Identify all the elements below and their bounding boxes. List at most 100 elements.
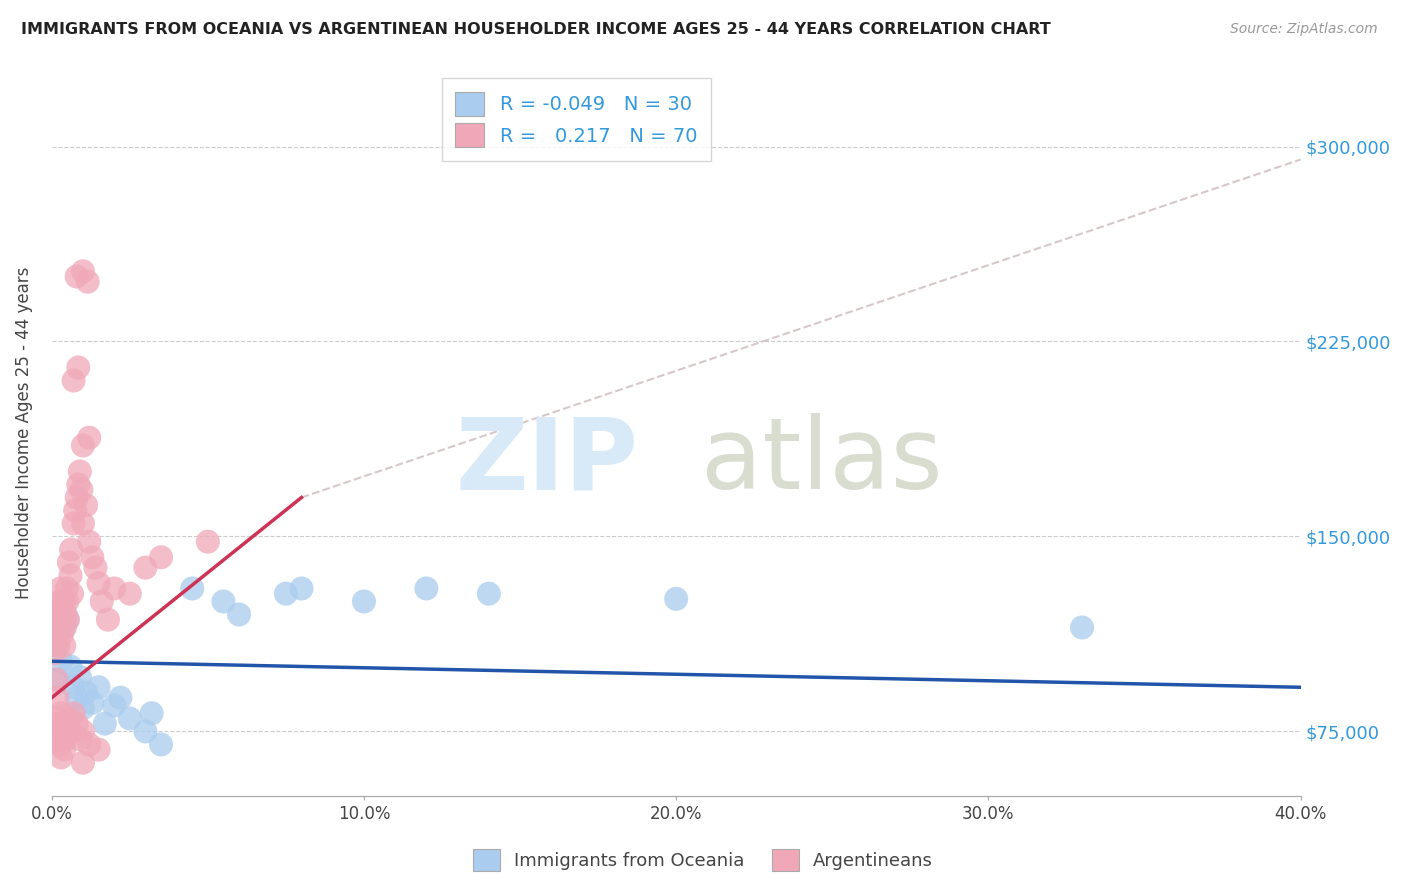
Point	[103, 582, 125, 596]
Point	[69, 465, 91, 479]
Point	[62, 706, 84, 721]
Text: ZIP: ZIP	[456, 413, 638, 510]
Point	[228, 607, 250, 622]
Point	[48, 738, 70, 752]
Point	[58, 556, 80, 570]
Text: atlas: atlas	[702, 413, 943, 510]
Point	[46, 673, 69, 687]
Point	[62, 516, 84, 531]
Point	[55, 732, 77, 747]
Point	[274, 587, 297, 601]
Point	[82, 550, 104, 565]
Point	[45, 673, 67, 687]
Point	[134, 724, 156, 739]
Legend: R = -0.049   N = 30, R =   0.217   N = 70: R = -0.049 N = 30, R = 0.217 N = 70	[441, 78, 711, 161]
Point	[82, 696, 104, 710]
Point	[69, 670, 91, 684]
Point	[59, 568, 82, 582]
Point	[56, 613, 79, 627]
Point	[290, 582, 312, 596]
Text: IMMIGRANTS FROM OCEANIA VS ARGENTINEAN HOUSEHOLDER INCOME AGES 25 - 44 YEARS COR: IMMIGRANTS FROM OCEANIA VS ARGENTINEAN H…	[21, 22, 1050, 37]
Point	[52, 594, 75, 608]
Legend: Immigrants from Oceania, Argentineans: Immigrants from Oceania, Argentineans	[465, 842, 941, 879]
Point	[48, 639, 70, 653]
Point	[1071, 620, 1094, 634]
Point	[87, 742, 110, 756]
Point	[87, 680, 110, 694]
Point	[94, 716, 117, 731]
Point	[415, 582, 437, 596]
Point	[42, 716, 65, 731]
Point	[103, 698, 125, 713]
Point	[55, 582, 77, 596]
Point	[72, 756, 94, 770]
Point	[44, 732, 66, 747]
Point	[212, 594, 235, 608]
Point	[53, 639, 76, 653]
Point	[46, 724, 69, 739]
Point	[77, 431, 100, 445]
Point	[90, 594, 112, 608]
Point	[478, 587, 501, 601]
Point	[67, 360, 90, 375]
Point	[118, 587, 141, 601]
Point	[197, 534, 219, 549]
Point	[134, 560, 156, 574]
Point	[58, 711, 80, 725]
Point	[56, 613, 79, 627]
Point	[60, 587, 83, 601]
Point	[353, 594, 375, 608]
Point	[52, 602, 75, 616]
Point	[141, 706, 163, 721]
Point	[46, 620, 69, 634]
Point	[56, 594, 79, 608]
Point	[60, 542, 83, 557]
Point	[665, 591, 688, 606]
Point	[44, 628, 66, 642]
Point	[77, 738, 100, 752]
Point	[66, 716, 89, 731]
Point	[45, 711, 67, 725]
Point	[72, 438, 94, 452]
Point	[76, 275, 98, 289]
Point	[118, 711, 141, 725]
Point	[150, 550, 173, 565]
Point	[49, 613, 72, 627]
Point	[66, 491, 89, 505]
Point	[97, 613, 120, 627]
Point	[72, 701, 94, 715]
Point	[110, 690, 132, 705]
Point	[46, 690, 69, 705]
Point	[44, 647, 66, 661]
Point	[55, 607, 77, 622]
Point	[52, 722, 75, 736]
Point	[49, 654, 72, 668]
Point	[62, 374, 84, 388]
Text: Source: ZipAtlas.com: Source: ZipAtlas.com	[1230, 22, 1378, 37]
Point	[150, 738, 173, 752]
Point	[42, 613, 65, 627]
Point	[67, 477, 90, 491]
Point	[181, 582, 204, 596]
Point	[87, 576, 110, 591]
Point	[49, 750, 72, 764]
Point	[59, 724, 82, 739]
Point	[84, 560, 107, 574]
Point	[62, 680, 84, 694]
Point	[45, 639, 67, 653]
Point	[63, 503, 86, 517]
Point	[72, 724, 94, 739]
Point	[72, 516, 94, 531]
Point	[48, 594, 70, 608]
Point	[66, 690, 89, 705]
Point	[53, 620, 76, 634]
Point	[44, 607, 66, 622]
Point	[75, 498, 97, 512]
Point	[53, 620, 76, 634]
Point	[53, 742, 76, 756]
Point	[51, 628, 73, 642]
Point	[75, 685, 97, 699]
Point	[49, 582, 72, 596]
Point	[72, 264, 94, 278]
Point	[70, 483, 93, 497]
